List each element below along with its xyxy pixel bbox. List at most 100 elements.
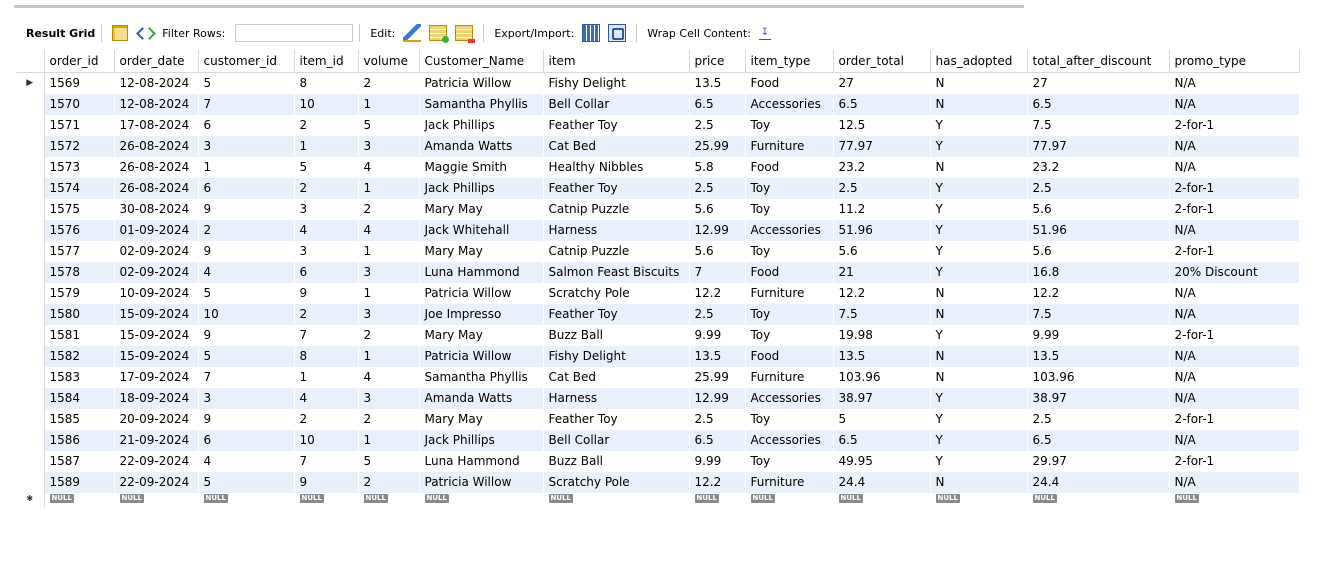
null-cell[interactable]: NULL	[44, 493, 114, 507]
table-row[interactable]: 1577 02-09-2024 9 3 1 Mary May Catnip Puzzle 5.…	[16, 241, 1299, 262]
row-marker[interactable]	[16, 136, 45, 157]
filter-rows-input[interactable]	[235, 24, 354, 42]
null-cell[interactable]: NULL	[689, 493, 745, 507]
cell-order-date[interactable]: 21-09-2024	[114, 430, 198, 451]
cell-customer-name[interactable]: Jack Whitehall	[419, 220, 543, 241]
cell-item-id[interactable]: 1	[294, 367, 358, 388]
cell-price[interactable]: 2.5	[689, 409, 745, 430]
column-header-promo-type[interactable]: promo_type	[1169, 50, 1300, 73]
table-row[interactable]: 1576 01-09-2024 2 4 4 Jack Whitehall Harness 12…	[16, 220, 1299, 241]
cell-item-type[interactable]: Food	[745, 346, 833, 367]
cell-promo-type[interactable]: N/A	[1169, 72, 1299, 94]
cell-customer-id[interactable]: 7	[198, 94, 294, 115]
cell-customer-name[interactable]: Jack Phillips	[419, 430, 543, 451]
cell-has-adopted[interactable]: Y	[930, 136, 1027, 157]
row-marker[interactable]	[16, 409, 45, 430]
cell-volume[interactable]: 3	[358, 136, 419, 157]
table-row[interactable]: 1581 15-09-2024 9 7 2 Mary May Buzz Ball 9.99 To…	[16, 325, 1299, 346]
cell-item-type[interactable]: Toy	[745, 451, 833, 472]
cell-customer-name[interactable]: Mary May	[419, 199, 543, 220]
cell-customer-id[interactable]: 7	[198, 367, 294, 388]
cell-volume[interactable]: 2	[358, 472, 419, 493]
cell-order-total[interactable]: 12.2	[833, 283, 930, 304]
cell-price[interactable]: 13.5	[689, 346, 745, 367]
import-icon[interactable]	[608, 24, 627, 42]
cell-item-type[interactable]: Accessories	[745, 220, 833, 241]
cell-order-date[interactable]: 22-09-2024	[114, 472, 198, 493]
cell-order-total[interactable]: 23.2	[833, 157, 930, 178]
cell-order-total[interactable]: 2.5	[833, 178, 930, 199]
cell-total-after-discount[interactable]: 38.97	[1027, 388, 1169, 409]
cell-has-adopted[interactable]: N	[930, 157, 1027, 178]
cell-has-adopted[interactable]: Y	[930, 388, 1027, 409]
cell-has-adopted[interactable]: N	[930, 283, 1027, 304]
cell-promo-type[interactable]: N/A	[1169, 430, 1299, 451]
cell-total-after-discount[interactable]: 2.5	[1027, 178, 1169, 199]
cell-item-id[interactable]: 8	[294, 346, 358, 367]
table-row[interactable]: 1573 26-08-2024 1 5 4 Maggie Smith Healthy Nib…	[16, 157, 1299, 178]
cell-customer-name[interactable]: Patricia Willow	[419, 283, 543, 304]
cell-item[interactable]: Cat Bed	[543, 367, 689, 388]
null-cell[interactable]: NULL	[114, 493, 198, 507]
row-marker[interactable]	[16, 430, 45, 451]
cell-item-id[interactable]: 8	[294, 72, 358, 94]
cell-order-id[interactable]: 1570	[44, 94, 114, 115]
cell-has-adopted[interactable]: Y	[930, 262, 1027, 283]
cell-customer-id[interactable]: 9	[198, 325, 294, 346]
cell-volume[interactable]: 3	[358, 304, 419, 325]
cell-order-date[interactable]: 12-08-2024	[114, 94, 198, 115]
cell-price[interactable]: 25.99	[689, 367, 745, 388]
column-header-has-adopted[interactable]: has_adopted	[930, 50, 1028, 73]
table-row[interactable]: ▶ 1569 12-08-2024 5 8 2 Patricia Willow Fishy D…	[16, 72, 1299, 94]
null-cell[interactable]: NULL	[1027, 493, 1169, 507]
cell-volume[interactable]: 4	[358, 157, 419, 178]
cell-item-id[interactable]: 3	[294, 241, 358, 262]
cell-promo-type[interactable]: N/A	[1169, 346, 1299, 367]
cell-promo-type[interactable]: N/A	[1169, 283, 1299, 304]
add-row-icon[interactable]	[429, 25, 450, 43]
cell-item-type[interactable]: Toy	[745, 325, 833, 346]
cell-price[interactable]: 2.5	[689, 304, 745, 325]
table-row[interactable]: 1578 02-09-2024 4 6 3 Luna Hammond Salmon Feas…	[16, 262, 1299, 283]
column-header-volume[interactable]: volume	[358, 50, 420, 73]
table-row[interactable]: 1585 20-09-2024 9 2 2 Mary May Feather Toy 2.5 T…	[16, 409, 1299, 430]
cell-promo-type[interactable]: N/A	[1169, 388, 1299, 409]
cell-price[interactable]: 5.6	[689, 199, 745, 220]
cell-customer-id[interactable]: 3	[198, 388, 294, 409]
cell-order-total[interactable]: 11.2	[833, 199, 930, 220]
cell-promo-type[interactable]: 20% Discount	[1169, 262, 1299, 283]
cell-item-type[interactable]: Accessories	[745, 388, 833, 409]
cell-order-total[interactable]: 19.98	[833, 325, 930, 346]
cell-item[interactable]: Harness	[543, 388, 689, 409]
cell-item-id[interactable]: 2	[294, 178, 358, 199]
cell-price[interactable]: 13.5	[689, 72, 745, 94]
cell-customer-name[interactable]: Patricia Willow	[419, 72, 543, 94]
cell-order-date[interactable]: 17-08-2024	[114, 115, 198, 136]
row-marker[interactable]	[16, 325, 45, 346]
cell-has-adopted[interactable]: Y	[930, 409, 1027, 430]
cell-order-id[interactable]: 1579	[44, 283, 114, 304]
cell-customer-name[interactable]: Mary May	[419, 325, 543, 346]
cell-item[interactable]: Cat Bed	[543, 136, 689, 157]
cell-customer-name[interactable]: Jack Phillips	[419, 115, 543, 136]
cell-has-adopted[interactable]: Y	[930, 451, 1027, 472]
cell-volume[interactable]: 3	[358, 262, 419, 283]
cell-volume[interactable]: 3	[358, 388, 419, 409]
cell-promo-type[interactable]: N/A	[1169, 136, 1299, 157]
cell-volume[interactable]: 1	[358, 346, 419, 367]
cell-order-date[interactable]: 30-08-2024	[114, 199, 198, 220]
cell-item[interactable]: Feather Toy	[543, 409, 689, 430]
cell-has-adopted[interactable]: N	[930, 94, 1027, 115]
table-row[interactable]: 1575 30-08-2024 9 3 2 Mary May Catnip Puzzle 5.…	[16, 199, 1299, 220]
cell-customer-name[interactable]: Amanda Watts	[419, 136, 543, 157]
cell-total-after-discount[interactable]: 24.4	[1027, 472, 1169, 493]
cell-order-total[interactable]: 24.4	[833, 472, 930, 493]
cell-has-adopted[interactable]: Y	[930, 325, 1027, 346]
cell-total-after-discount[interactable]: 6.5	[1027, 94, 1169, 115]
table-row[interactable]: 1587 22-09-2024 4 7 5 Luna Hammond Buzz Ball 9.…	[16, 451, 1299, 472]
cell-price[interactable]: 12.2	[689, 283, 745, 304]
cell-has-adopted[interactable]: Y	[930, 430, 1027, 451]
cell-promo-type[interactable]: 2-for-1	[1169, 199, 1299, 220]
cell-customer-id[interactable]: 4	[198, 262, 294, 283]
null-cell[interactable]: NULL	[1169, 493, 1299, 507]
